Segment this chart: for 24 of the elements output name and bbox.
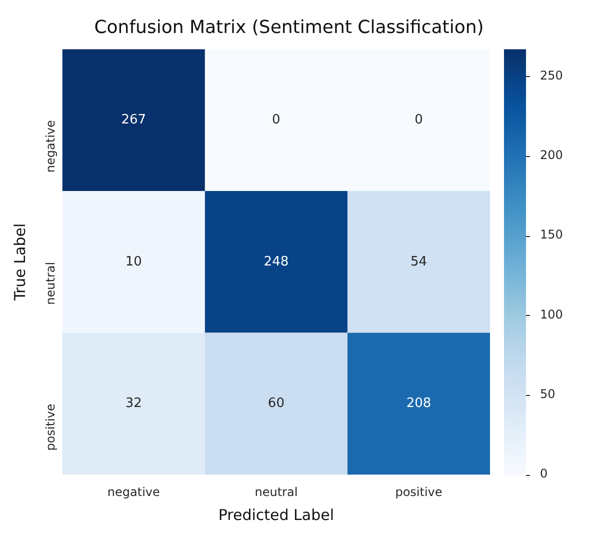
data-label: 0 (272, 112, 280, 128)
color-bar-label: 0 (540, 466, 548, 481)
data-label: 208 (406, 396, 432, 412)
data-label: 60 (268, 396, 284, 412)
y-axis-title: True Label (10, 223, 29, 302)
y-tick-label: neutral (44, 262, 58, 305)
color-bar-label: 250 (540, 68, 563, 82)
x-tick-label: neutral (254, 484, 298, 499)
x-tick-label: negative (107, 484, 160, 499)
color-bar-label: 150 (540, 228, 563, 242)
data-label: 10 (125, 254, 142, 270)
data-label: 32 (125, 396, 142, 412)
color-bar-label: 50 (540, 387, 556, 402)
data-label: 267 (121, 112, 146, 128)
color-bar-label: 200 (540, 148, 563, 162)
data-label: 248 (264, 254, 289, 270)
y-tick-label: positive (44, 404, 58, 451)
y-tick-label: negative (44, 120, 58, 173)
color-bar-label: 100 (540, 307, 563, 322)
x-tick-label: positive (395, 484, 442, 499)
x-axis-title: Predicted Label (218, 506, 334, 524)
chart-title: Confusion Matrix (Sentiment Classification) (94, 17, 484, 38)
data-label: 0 (414, 112, 423, 128)
data-label: 54 (410, 254, 428, 270)
